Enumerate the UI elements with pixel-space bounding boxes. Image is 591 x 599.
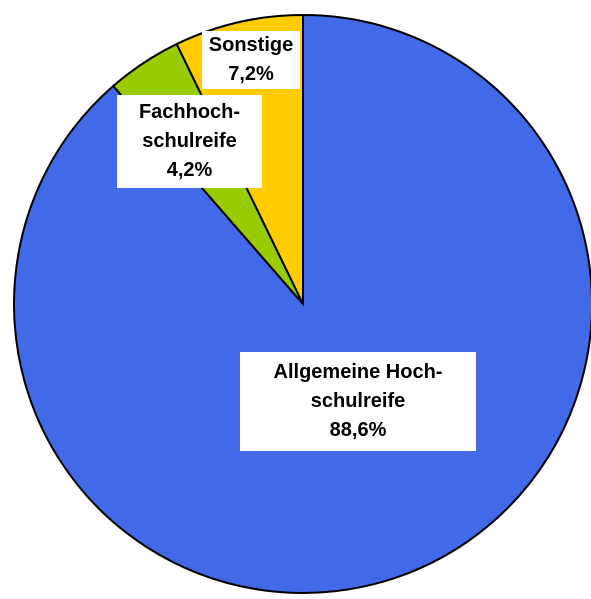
category-label: Allgemeine Hoch- schulreife <box>273 361 443 412</box>
slice-label: Fachhoch- schulreife 4,2% <box>117 95 262 188</box>
slice-label: Allgemeine Hoch- schulreife 88,6% <box>240 352 476 451</box>
value-label: 7,2% <box>228 63 274 85</box>
value-label: 4,2% <box>166 159 213 181</box>
slice-label: Sonstige 7,2% <box>202 31 300 89</box>
category-label: Fachhoch- schulreife <box>138 101 241 152</box>
value-label: 88,6% <box>329 419 387 441</box>
category-label: Sonstige <box>208 34 294 56</box>
